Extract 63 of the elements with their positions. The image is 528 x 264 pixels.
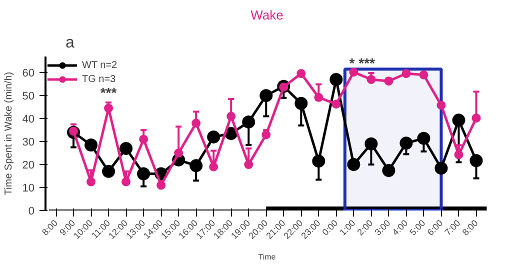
- x-tick-label: 6:00: [425, 218, 445, 238]
- point: [434, 162, 448, 175]
- point: [244, 160, 254, 170]
- point: [330, 72, 343, 86]
- annotation: * ***: [349, 55, 376, 72]
- point: [260, 89, 273, 102]
- point: [382, 164, 396, 177]
- point: [294, 96, 308, 110]
- x-tick-label: 4:00: [390, 218, 410, 238]
- chart-title: Wake: [250, 8, 284, 22]
- point: [400, 136, 413, 150]
- point: [84, 138, 98, 152]
- point: [384, 76, 394, 86]
- y-tick-label: 20: [22, 160, 35, 172]
- point: [436, 100, 446, 110]
- point: [156, 180, 166, 190]
- point: [190, 159, 203, 172]
- point: [332, 100, 341, 109]
- point: [472, 114, 481, 123]
- point: [402, 69, 411, 78]
- x-axis-title: Time: [258, 252, 276, 262]
- point: [120, 142, 133, 155]
- y-tick-label: 50: [22, 90, 35, 103]
- x-tick-label: 7:00: [442, 218, 462, 238]
- point: [452, 114, 466, 127]
- legend-label: TG n=3: [82, 72, 116, 86]
- annotation: ***: [100, 84, 118, 101]
- point: [104, 104, 114, 113]
- point: [242, 116, 256, 128]
- point: [226, 112, 236, 121]
- point: [314, 92, 324, 102]
- point: [364, 137, 378, 150]
- x-tick-label: 3:00: [372, 218, 392, 238]
- point: [174, 148, 184, 158]
- y-tick-label: 40: [22, 114, 35, 126]
- x-tick-label: 8:00: [40, 218, 60, 238]
- point: [454, 150, 464, 160]
- point: [366, 74, 376, 84]
- y-axis-title: Time Spent in Wake (min/h): [3, 72, 14, 196]
- x-tick-label: 8:00: [460, 218, 480, 238]
- y-tick-label: 60: [22, 68, 35, 80]
- point: [122, 177, 131, 186]
- point: [262, 130, 271, 140]
- x-tick-label: 0:00: [320, 218, 340, 238]
- point: [347, 158, 360, 172]
- point: [312, 154, 326, 168]
- point: [419, 70, 428, 80]
- point: [86, 177, 96, 186]
- text: a: [66, 34, 74, 52]
- point: [349, 68, 358, 77]
- point: [470, 154, 483, 168]
- y-tick-label: 30: [22, 136, 35, 149]
- point: [102, 164, 116, 178]
- point: [207, 130, 220, 144]
- point: [137, 167, 150, 180]
- point: [417, 132, 430, 145]
- y-tick-label: 0: [28, 206, 35, 218]
- point: [296, 69, 306, 78]
- point: [139, 134, 148, 144]
- point: [192, 118, 201, 128]
- y-tick-label: 10: [22, 182, 35, 195]
- legend-label: WT n=2: [82, 58, 118, 72]
- point: [209, 162, 218, 172]
